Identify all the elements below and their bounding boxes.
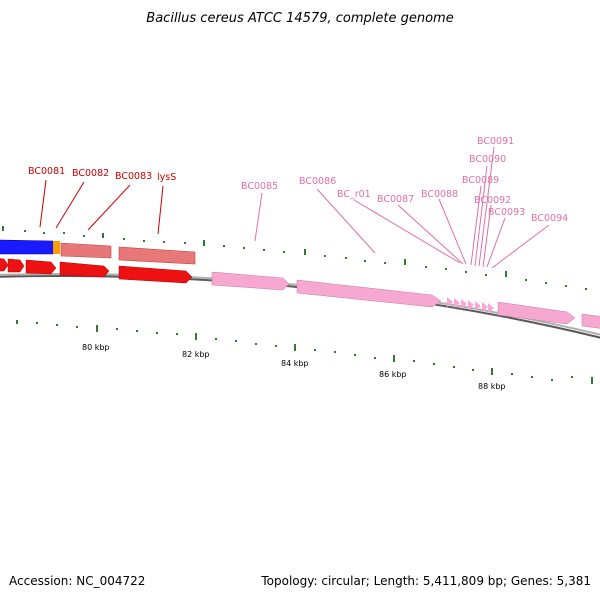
feature-red-arrow-1[interactable]: [0, 258, 9, 272]
feature-pink-small-7[interactable]: [488, 303, 494, 313]
gene-label-lysS[interactable]: lysS: [157, 172, 176, 183]
gene-label-bc0081[interactable]: BC0081: [28, 166, 65, 177]
gene-label-bc0091[interactable]: BC0091: [477, 136, 514, 147]
upper-ticks: [2, 226, 587, 290]
gene-label-bc0085[interactable]: BC0085: [241, 181, 278, 192]
feature-bc0082-box[interactable]: [60, 242, 112, 259]
scale-label-80kbp: 80 kbp: [82, 343, 110, 352]
feature-pink-small-3[interactable]: [461, 299, 467, 309]
feature-blue[interactable]: [0, 239, 54, 255]
feature-pink-arrow-edge[interactable]: [581, 313, 600, 329]
lower-ticks: [16, 320, 593, 384]
feature-red-arrow-2[interactable]: [7, 258, 25, 273]
scale-label-88kbp: 88 kbp: [478, 382, 506, 391]
feature-red-arrow-5[interactable]: [118, 265, 193, 284]
gene-label-bc0093[interactable]: BC0093: [488, 207, 525, 218]
scale-label-84kbp: 84 kbp: [281, 359, 309, 368]
gene-label-bc0090[interactable]: BC0090: [469, 154, 506, 165]
gene-label-bc0087[interactable]: BC0087: [377, 194, 414, 205]
feature-pink-small-4[interactable]: [468, 300, 474, 310]
gene-label-bc0086[interactable]: BC0086: [299, 176, 336, 187]
gene-labels-red: BC0081 BC0082 BC0083 lysS: [28, 166, 176, 183]
feature-pink-small-2[interactable]: [454, 298, 460, 308]
gene-label-bc0082[interactable]: BC0082: [72, 168, 109, 179]
feature-pink-small-6[interactable]: [482, 302, 488, 312]
feature-pink-arrow-bc0094[interactable]: [497, 301, 576, 325]
map-title: Bacillus cereus ATCC 14579, complete gen…: [146, 11, 453, 26]
gene-label-bc0088[interactable]: BC0088: [421, 189, 458, 200]
gene-label-bc0092[interactable]: BC0092: [474, 195, 511, 206]
red-leader-lines: [39, 179, 164, 235]
scale-label-82kbp: 82 kbp: [182, 350, 210, 359]
feature-lysS-box[interactable]: [118, 246, 196, 265]
pink-leader-lines: [254, 146, 550, 269]
feature-pink-small-5[interactable]: [475, 301, 481, 311]
gene-labels-pink: BC0085 BC0086 BC_r01 BC0087 BC0088 BC008…: [241, 136, 568, 224]
feature-orange[interactable]: [53, 241, 60, 254]
feature-row-lower: [0, 258, 600, 329]
feature-row-upper: [0, 239, 196, 265]
gene-label-bc0089[interactable]: BC0089: [462, 175, 499, 186]
genome-summary-text: Topology: circular; Length: 5,411,809 bp…: [260, 574, 591, 588]
feature-red-arrow-3[interactable]: [25, 259, 57, 275]
gene-label-bc0094[interactable]: BC0094: [531, 213, 568, 224]
feature-pink-arrow-bc0086[interactable]: [296, 279, 442, 308]
feature-red-arrow-4[interactable]: [59, 261, 110, 278]
gene-label-bc0083[interactable]: BC0083: [115, 171, 152, 182]
accession-text: Accession: NC_004722: [9, 574, 145, 588]
scale-label-86kbp: 86 kbp: [379, 370, 407, 379]
feature-pink-small-1[interactable]: [447, 297, 453, 307]
feature-pink-arrow-bc0085[interactable]: [211, 271, 290, 291]
gene-label-bc-r01[interactable]: BC_r01: [337, 189, 371, 200]
